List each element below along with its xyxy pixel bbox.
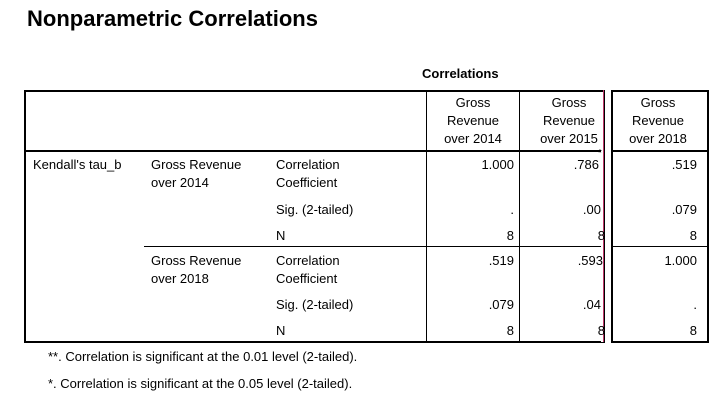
table-cell: 8 bbox=[689, 228, 697, 243]
table-cell: .519 bbox=[488, 253, 514, 268]
method-label: Kendall's tau_b bbox=[33, 157, 122, 172]
table-cell: 8 bbox=[506, 228, 514, 243]
stat-label: Correlation Coefficient bbox=[276, 253, 340, 286]
correlations-table bbox=[24, 90, 605, 343]
split-gap bbox=[601, 92, 603, 342]
col-divider bbox=[426, 92, 427, 341]
col-divider bbox=[519, 92, 520, 341]
table-cell: 1.000 bbox=[481, 157, 514, 172]
stat-label: N bbox=[276, 228, 286, 243]
stat-label: Sig. (2-tailed) bbox=[276, 202, 354, 217]
table-cell: .079 bbox=[671, 202, 697, 217]
table-cell: .04 bbox=[582, 297, 601, 312]
table-cell: .519 bbox=[671, 157, 697, 172]
table-cell: 8 bbox=[597, 228, 605, 243]
table-cell: .593 bbox=[577, 253, 603, 268]
table-cell: 8 bbox=[506, 323, 514, 338]
significance-marker: * bbox=[598, 148, 602, 159]
footnote: *. Correlation is significant at the 0.0… bbox=[48, 376, 353, 391]
stat-label: Sig. (2-tailed) bbox=[276, 297, 354, 312]
table-cell: . bbox=[693, 297, 697, 312]
group-divider bbox=[613, 246, 707, 247]
footnote: **. Correlation is significant at the 0.… bbox=[48, 349, 358, 364]
table-cell: 1.000 bbox=[664, 253, 697, 268]
correlations-table-split bbox=[611, 90, 709, 343]
variable-label-2018: Gross Revenue over 2018 bbox=[151, 253, 242, 286]
table-cell: 8 bbox=[597, 323, 605, 338]
group-divider bbox=[144, 246, 603, 247]
table-cell: .786 bbox=[573, 157, 599, 172]
table-cell: .079 bbox=[488, 297, 514, 312]
header-divider bbox=[613, 150, 707, 152]
page-title: Nonparametric Correlations bbox=[27, 6, 318, 31]
table-caption: Correlations bbox=[422, 66, 499, 81]
column-header-2014: Gross Revenue over 2014 bbox=[444, 95, 502, 146]
stat-label: N bbox=[276, 323, 286, 338]
column-header-2018: Gross Revenue over 2018 bbox=[629, 95, 687, 146]
variable-label-2014: Gross Revenue over 2014 bbox=[151, 157, 242, 190]
table-cell: .00 bbox=[582, 202, 601, 217]
split-line bbox=[603, 90, 604, 342]
table-cell: 8 bbox=[689, 323, 697, 338]
stat-label: Correlation Coefficient bbox=[276, 157, 340, 190]
table-cell: . bbox=[510, 202, 514, 217]
column-header-2015: Gross Revenue over 2015 bbox=[540, 95, 598, 146]
header-divider bbox=[26, 150, 603, 152]
